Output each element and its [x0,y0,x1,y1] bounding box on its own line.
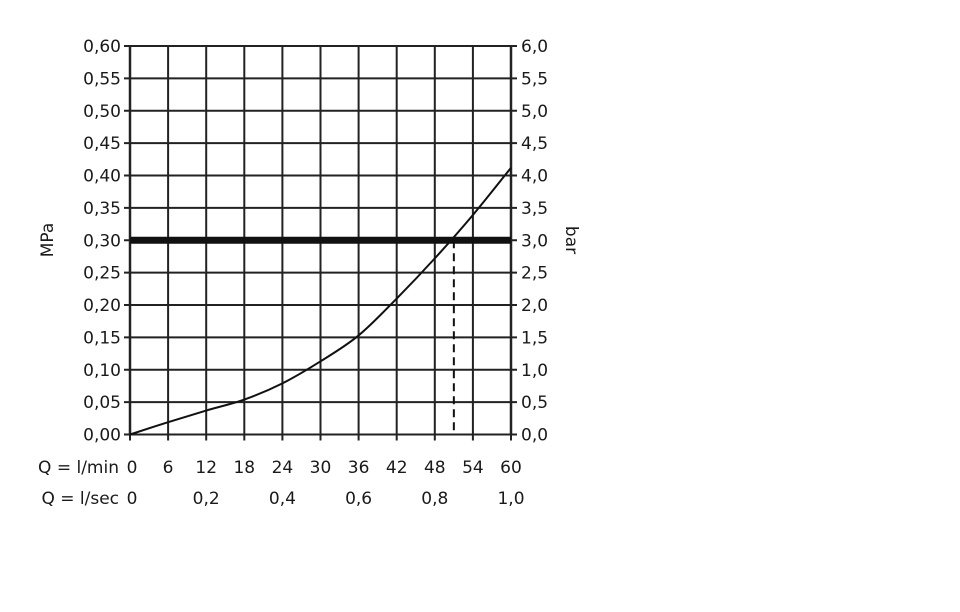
x-tick-label: 0,8 [421,489,448,509]
y-tick-label-right: 2,0 [521,296,548,316]
y-tick-label-left: 0,45 [83,134,121,154]
y-tick-label-right: 0,0 [521,426,548,446]
y-tick-label-left: 0,35 [83,199,121,219]
y-axis-right-label: bar [561,226,581,254]
y-tick-label-right: 4,5 [521,134,548,154]
y-tick-label-right: 3,5 [521,199,548,219]
x-tick-label: 54 [462,458,484,478]
x-tick-label: 12 [195,458,217,478]
tick-labels: 0,00 0,00,05 0,50,10 1,00,15 1,50,20 2,00,25 2… [38,37,548,509]
y-tick-label-left: 0,50 [83,102,121,122]
y-tick-label-right: 1,5 [521,328,548,348]
x-tick-label: 18 [233,458,255,478]
x-tick-label: 0 [127,489,138,509]
x-tick-label: 0,2 [193,489,220,509]
y-tick-label-left: 0,60 [83,37,121,57]
x-row-label: Q = l/min [38,458,119,478]
y-tick-label-left: 0,55 [83,69,121,89]
y-tick-label-left: 0,15 [83,328,121,348]
x-tick-label: 1,0 [497,489,524,509]
y-tick-label-left: 0,40 [83,167,121,187]
x-row-label: Q = l/sec [41,489,119,509]
x-tick-label: 42 [386,458,408,478]
y-tick-label-left: 0,10 [83,361,121,381]
y-tick-label-right: 3,0 [521,231,548,251]
y-tick-label-right: 5,0 [521,102,548,122]
y-tick-label-left: 0,05 [83,393,121,413]
y-tick-label-left: 0,30 [83,231,121,251]
x-tick-label: 30 [310,458,332,478]
x-tick-label: 36 [348,458,370,478]
y-tick-label-left: 0,20 [83,296,121,316]
y-tick-label-left: 0,00 [83,426,121,446]
y-tick-label-right: 4,0 [521,167,548,187]
axis-ticks [124,45,517,441]
x-tick-label: 6 [163,458,174,478]
series-curve [129,167,512,436]
x-tick-label: 60 [500,458,522,478]
y-axis-left-label: MPa [38,223,58,258]
x-tick-label: 24 [272,458,294,478]
y-tick-label-right: 5,5 [521,69,548,89]
y-tick-label-left: 0,25 [83,264,121,284]
chart-marks [129,167,512,436]
x-tick-label: 0,6 [345,489,372,509]
x-tick-label: 0,4 [269,489,296,509]
x-tick-label: 48 [424,458,446,478]
y-tick-label-right: 2,5 [521,264,548,284]
x-tick-label: 0 [127,458,138,478]
y-tick-label-right: 1,0 [521,361,548,381]
y-tick-label-right: 6,0 [521,37,548,57]
y-tick-label-right: 0,5 [521,393,548,413]
